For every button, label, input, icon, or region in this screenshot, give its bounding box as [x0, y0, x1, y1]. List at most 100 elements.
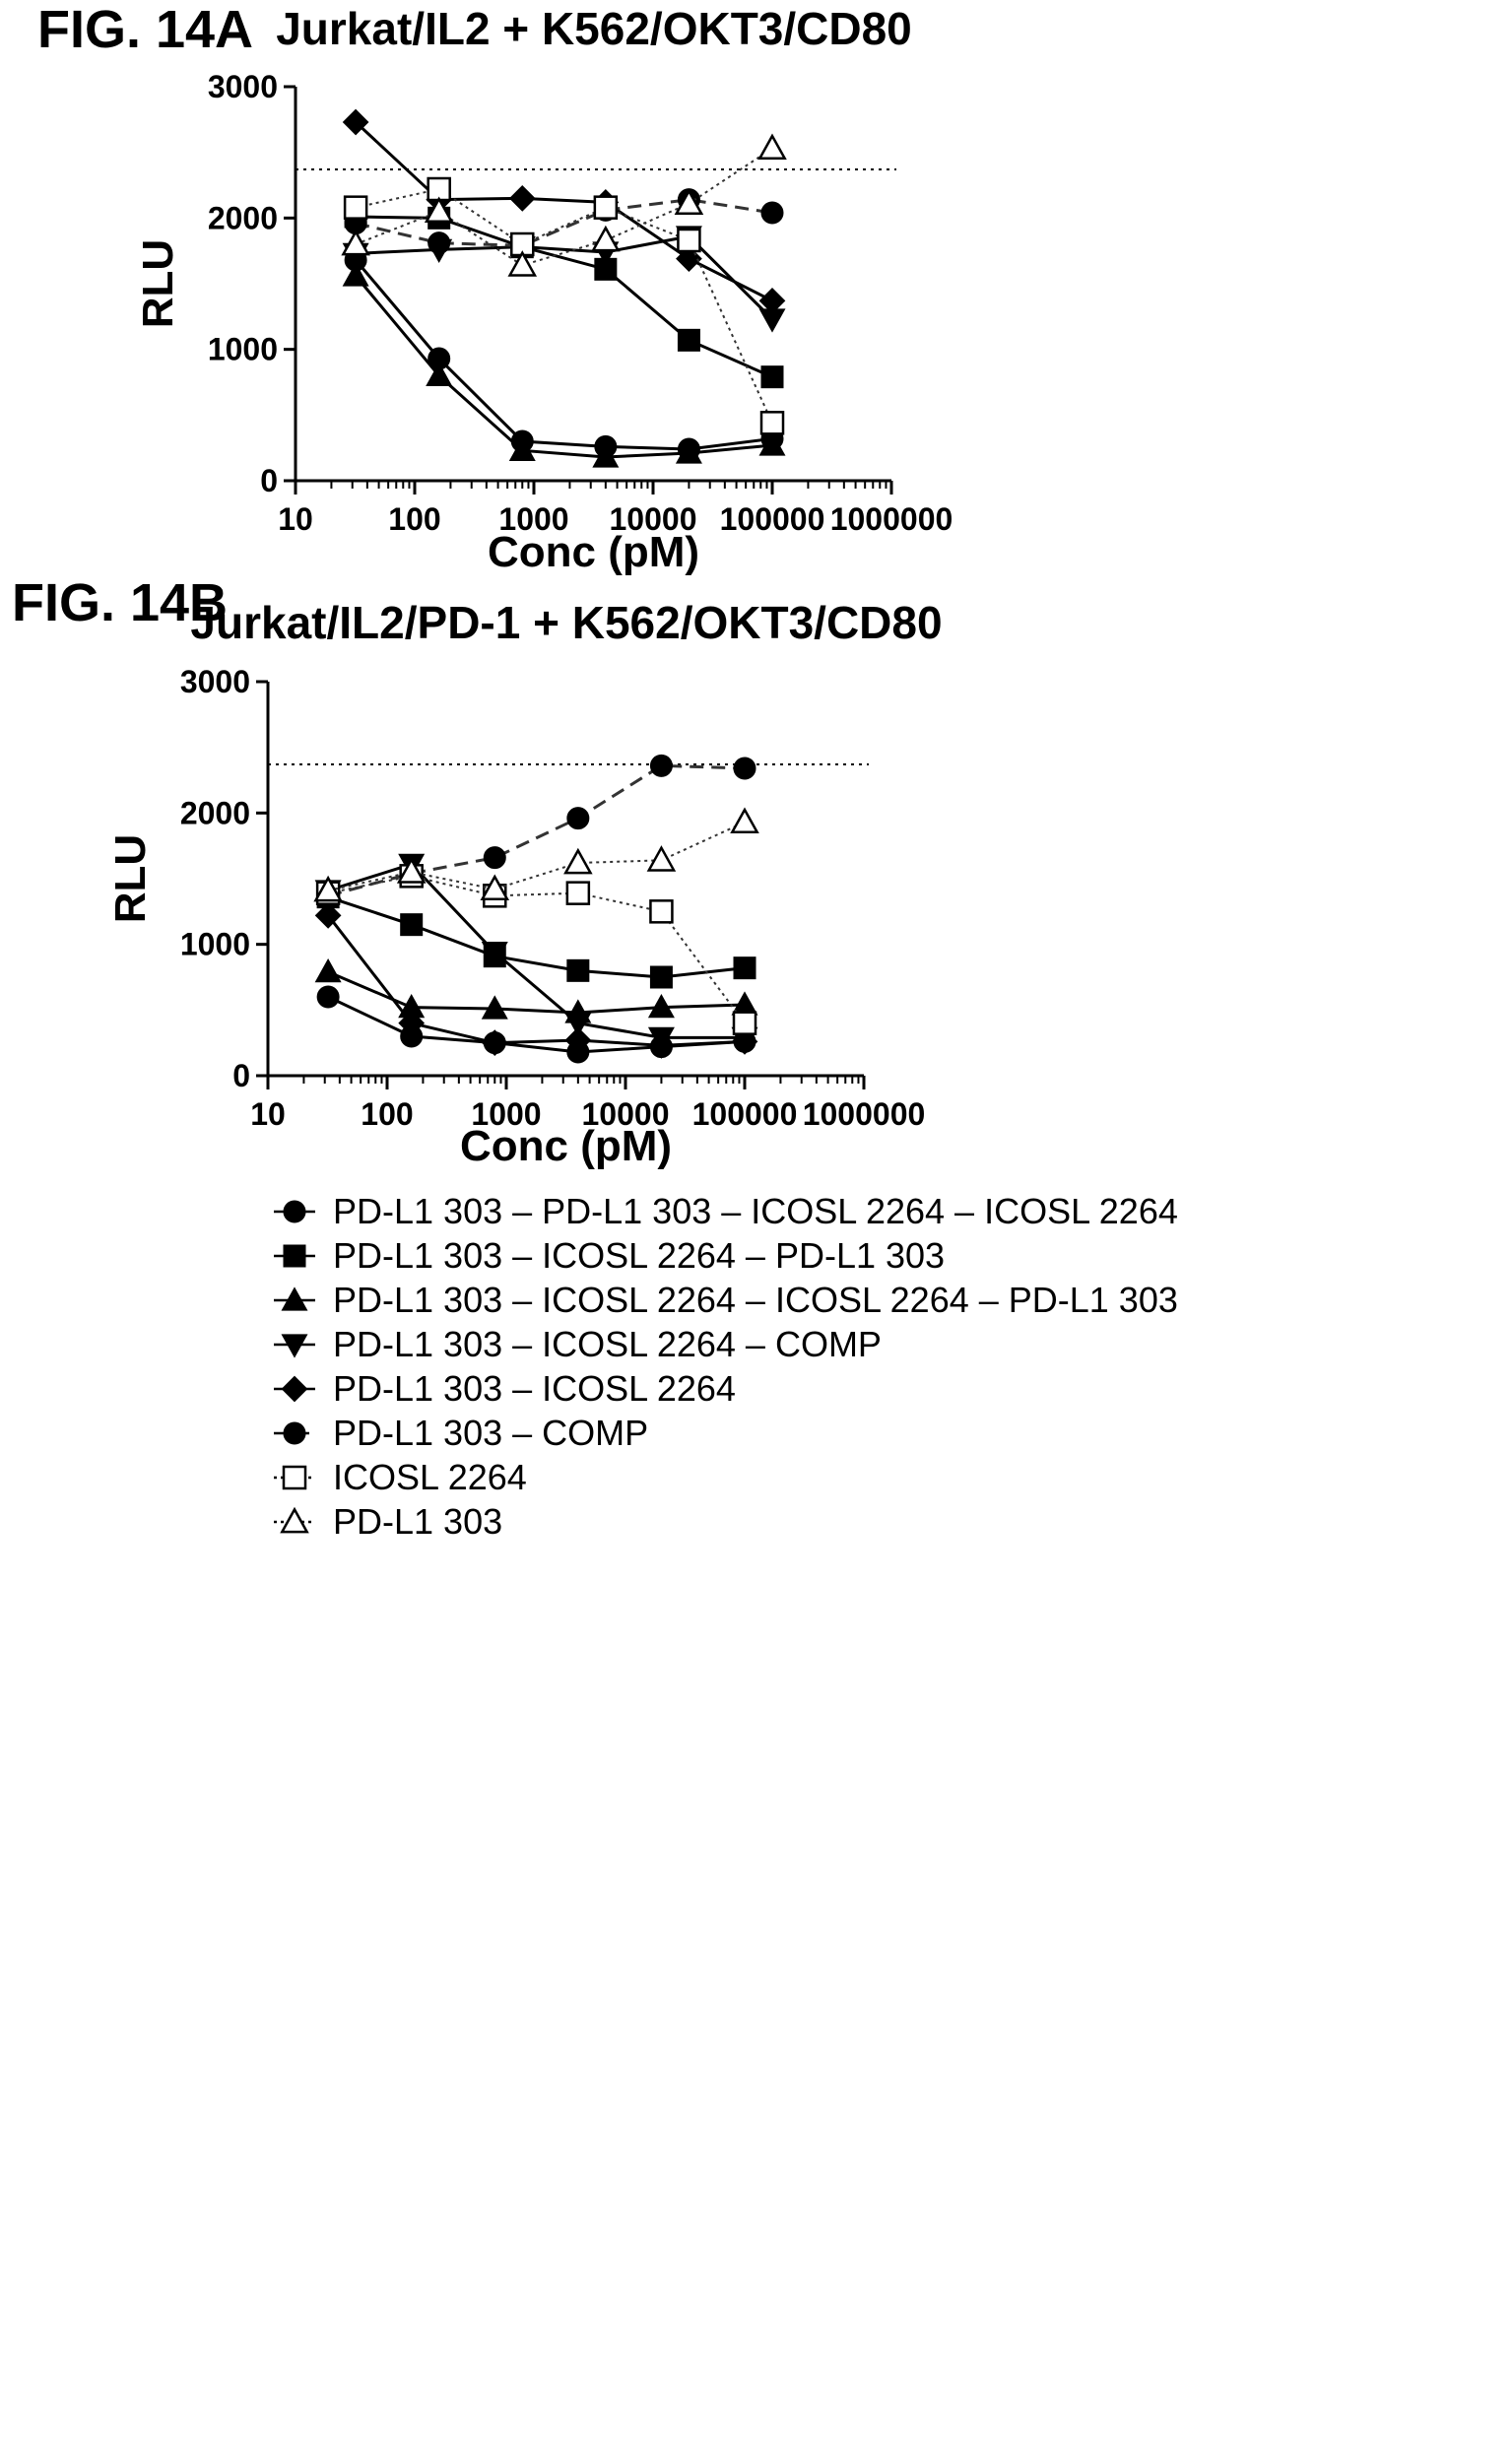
x-tick-label: 1000000	[803, 1096, 926, 1132]
y-tick-label: 2000	[180, 795, 250, 830]
series-line	[327, 895, 746, 979]
data-point	[646, 845, 677, 872]
y-axis-title: RLU	[134, 239, 182, 328]
legend-item: PD-L1 303 – COMP	[274, 1413, 648, 1453]
series-1	[316, 985, 756, 1064]
legend-label: PD-L1 303 – PD-L1 303 – ICOSL 2264 – ICO…	[333, 1191, 1178, 1231]
series-5	[342, 108, 786, 314]
x-tick-label: 10	[250, 1096, 286, 1132]
x-tick-label: 1000	[471, 1096, 541, 1132]
legend-item: ICOSL 2264	[274, 1457, 527, 1497]
data-point	[760, 365, 784, 389]
series-line	[327, 763, 746, 897]
series-3	[342, 262, 786, 468]
data-point	[314, 957, 342, 983]
figure-label: FIG. 14A	[37, 0, 253, 59]
y-tick-label: 2000	[208, 200, 278, 235]
x-tick-label: 10000	[582, 1096, 670, 1132]
legend-item: PD-L1 303 – ICOSL 2264 – ICOSL 2264 – PD…	[274, 1280, 1178, 1320]
data-point	[732, 1011, 757, 1035]
data-point	[677, 228, 701, 253]
legend-label: PD-L1 303 – COMP	[333, 1413, 648, 1453]
data-point	[396, 857, 427, 884]
series-line	[354, 259, 773, 451]
series-line	[326, 914, 746, 1047]
data-point	[342, 108, 369, 136]
series-8	[341, 133, 787, 277]
legend-marker	[283, 1421, 306, 1445]
series-line	[355, 120, 773, 302]
data-point	[342, 262, 369, 287]
data-point	[759, 411, 785, 435]
data-point	[343, 195, 368, 220]
legend-item: PD-L1 303 – ICOSL 2264 – PD-L1 303	[274, 1235, 945, 1276]
chart-title: Jurkat/IL2/PD-1 + K562/OKT3/CD80	[190, 597, 942, 648]
series-line	[356, 234, 774, 321]
x-tick-label: 10000	[610, 501, 697, 537]
legend-marker	[281, 1286, 308, 1311]
y-tick-label: 1000	[180, 927, 250, 962]
series-6	[316, 754, 756, 907]
data-point	[480, 874, 510, 901]
y-tick-label: 0	[260, 463, 278, 498]
data-point	[313, 875, 343, 902]
data-point	[400, 913, 424, 937]
legend-label: PD-L1 303 – ICOSL 2264 – COMP	[333, 1324, 882, 1364]
data-point	[649, 965, 673, 989]
legend-label: PD-L1 303 – ICOSL 2264 – ICOSL 2264 – PD…	[333, 1280, 1178, 1320]
data-point	[508, 436, 536, 461]
data-point	[566, 807, 590, 830]
x-tick-label: 100	[361, 1096, 413, 1132]
data-point	[758, 287, 786, 314]
data-point	[563, 847, 593, 875]
x-tick-label: 100000	[692, 1096, 798, 1132]
x-tick-label: 100000	[720, 501, 825, 537]
legend-marker	[281, 1334, 308, 1358]
data-point	[733, 757, 756, 780]
legend: PD-L1 303 – PD-L1 303 – ICOSL 2264 – ICO…	[274, 1191, 1178, 1542]
data-point	[648, 1031, 675, 1059]
legend-item: PD-L1 303 – PD-L1 303 – ICOSL 2264 – ICO…	[274, 1191, 1178, 1231]
legend-label: ICOSL 2264	[333, 1457, 527, 1497]
data-point	[564, 1026, 592, 1054]
data-point	[592, 443, 620, 468]
legend-item: PD-L1 303	[274, 1501, 502, 1542]
legend-marker	[280, 1506, 309, 1534]
legend-marker	[283, 1244, 306, 1268]
legend-label: PD-L1 303 – ICOSL 2264 – PD-L1 303	[333, 1235, 945, 1276]
legend-marker	[283, 1200, 306, 1223]
y-tick-label: 0	[232, 1058, 250, 1093]
figure-label: FIG. 14B	[12, 573, 228, 632]
series-3	[314, 957, 758, 1023]
data-point	[427, 231, 451, 255]
y-tick-label: 1000	[208, 332, 278, 367]
data-point	[507, 250, 538, 277]
data-point	[677, 328, 700, 352]
series-7	[315, 864, 757, 1035]
data-point	[341, 229, 370, 256]
series-line	[355, 198, 773, 247]
data-point	[730, 807, 759, 834]
data-point	[649, 899, 674, 924]
data-point	[508, 184, 536, 212]
legend-item: PD-L1 303 – ICOSL 2264	[274, 1368, 736, 1409]
x-tick-label: 10	[278, 501, 313, 537]
series-line	[327, 862, 745, 1039]
data-point	[398, 1010, 426, 1037]
data-point	[481, 1029, 508, 1057]
series-8	[313, 807, 759, 902]
series-line	[354, 275, 773, 459]
series-2	[344, 205, 784, 389]
series-2	[316, 886, 756, 989]
data-point	[316, 985, 340, 1009]
data-point	[758, 431, 786, 456]
y-tick-label: 3000	[208, 69, 278, 104]
series-line	[355, 147, 773, 267]
data-point	[481, 995, 508, 1020]
series-line	[327, 970, 746, 1015]
series-5	[314, 901, 758, 1059]
data-point	[424, 196, 454, 224]
data-point	[481, 942, 508, 966]
series-4	[342, 226, 786, 333]
